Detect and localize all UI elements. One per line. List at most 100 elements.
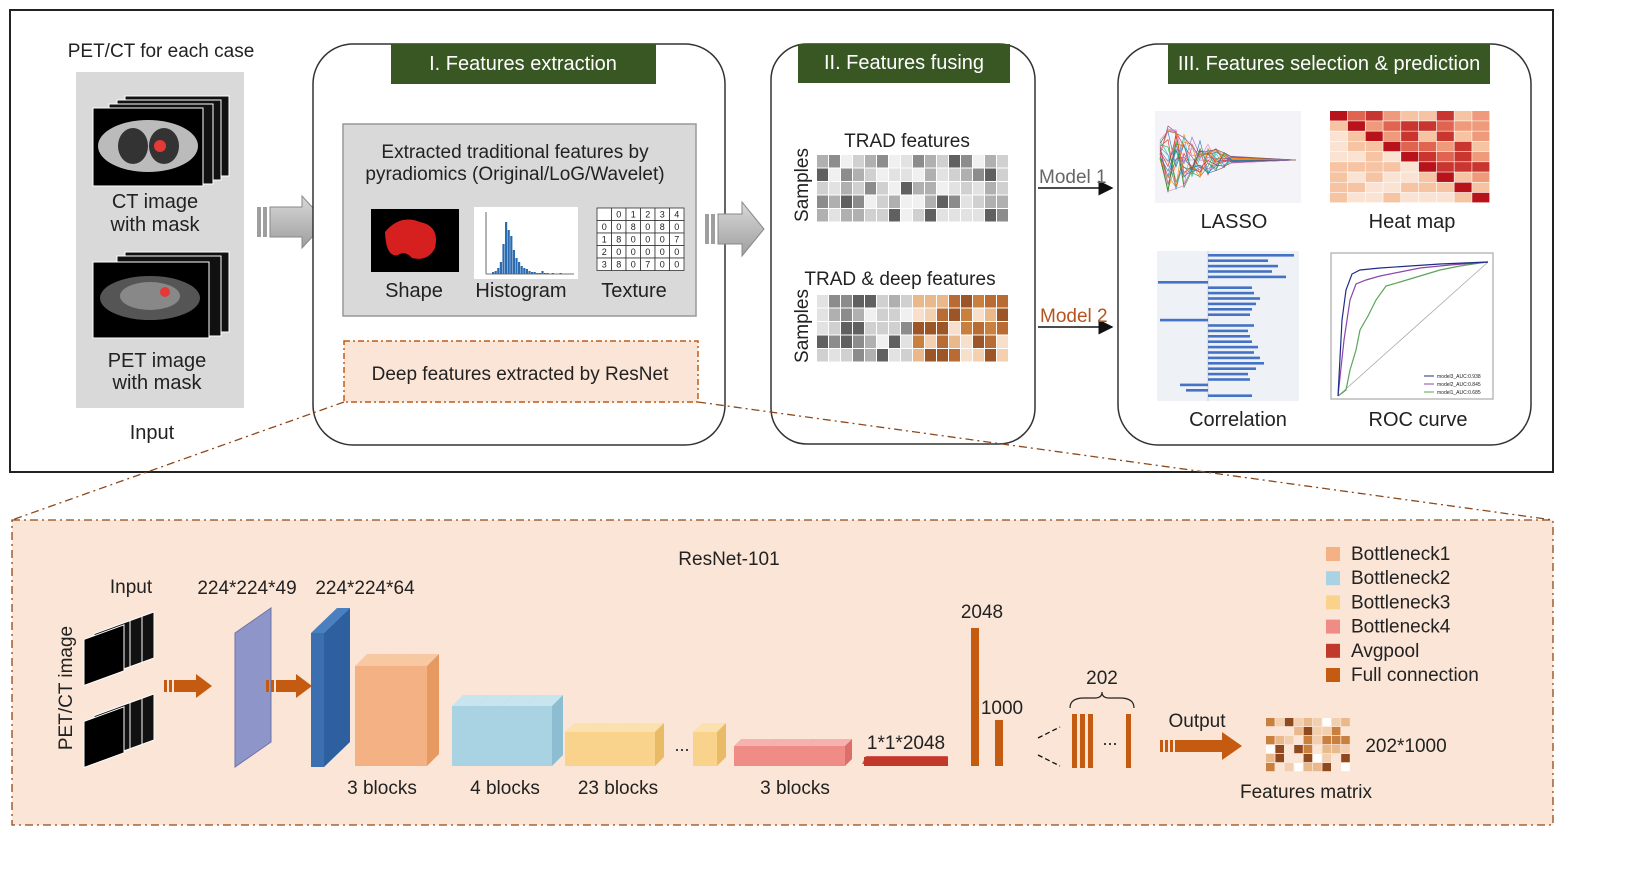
trad-grid-cell — [925, 182, 936, 195]
trad-grid-cell — [949, 168, 960, 181]
deep-grid-cell — [949, 295, 960, 308]
matrix-cell — [1266, 736, 1275, 745]
texture-label: Texture — [601, 280, 667, 302]
fc-1000-layer — [995, 720, 1003, 766]
texture-cell-value: 3 — [660, 210, 665, 220]
block-top-face — [527, 695, 563, 706]
deep-grid-cell — [901, 308, 912, 321]
heatmap-cell — [1330, 182, 1348, 193]
selection-title: III. Features selection & prediction — [1178, 53, 1480, 75]
heatmap-cell — [1454, 192, 1472, 203]
matrix-cell — [1313, 754, 1322, 763]
trad-grid-cell — [949, 209, 960, 222]
correlation-bar — [1208, 254, 1294, 257]
matrix-cell — [1322, 754, 1331, 763]
trad-grid-cell — [913, 209, 924, 222]
heatmap-cell — [1472, 141, 1490, 152]
resnet-input-label: Input — [110, 577, 153, 598]
correlation-label: Correlation — [1189, 409, 1287, 431]
heatmap-cell — [1365, 182, 1383, 193]
trad-grid-cell — [949, 182, 960, 195]
heatmap-cell — [1418, 151, 1437, 162]
trad-grid-cell — [973, 209, 984, 222]
deep-grid-cell — [889, 349, 900, 362]
trad-grid-cell — [937, 168, 948, 181]
deep-grid-cell — [865, 308, 876, 321]
correlation-bar — [1180, 383, 1208, 387]
samples-label-2: Samples — [792, 289, 813, 363]
trad-grid-cell — [973, 195, 984, 208]
trad-grid-cell — [841, 182, 852, 195]
lasso-path — [1159, 130, 1297, 179]
matrix-cell — [1294, 763, 1303, 772]
heatmap-cell — [1401, 141, 1419, 152]
fusing-title: II. Features fusing — [824, 52, 984, 74]
trad-grid-cell — [973, 168, 984, 181]
histogram-bar — [538, 273, 541, 274]
correlation-bar — [1208, 329, 1248, 333]
heatmap-cell — [1418, 121, 1437, 131]
matrix-cell — [1331, 745, 1341, 754]
trad-grid-cell — [937, 182, 948, 195]
matrix-cell — [1303, 745, 1313, 754]
block-top-face — [808, 739, 852, 746]
texture-cell-value: 2 — [645, 210, 650, 220]
heatmap-cell — [1330, 121, 1348, 131]
legend-swatch — [1326, 619, 1340, 634]
texture-cell-value: 4 — [674, 210, 679, 220]
texture-cell-value: 0 — [674, 247, 679, 257]
heatmap-cell — [1418, 192, 1437, 203]
ct-label-line2: with mask — [110, 214, 201, 236]
heatmap-cell — [1365, 121, 1383, 131]
fc1-label: 2048 — [961, 602, 1003, 623]
trad-grid-cell — [889, 182, 900, 195]
heatmap-cell — [1330, 151, 1348, 162]
legend-swatch — [1326, 571, 1340, 586]
deep-grid-cell — [829, 335, 840, 348]
trad-features-title: TRAD features — [844, 131, 970, 152]
resnet-input-stack-pet — [83, 693, 155, 769]
deep-grid-cell — [925, 349, 936, 362]
heatmap-cell — [1365, 141, 1383, 152]
trad-grid-cell — [997, 209, 1008, 222]
deep-grid-cell — [973, 295, 984, 308]
block-side-face — [427, 654, 439, 766]
model1-label: Model 1 — [1039, 167, 1107, 188]
histogram-bar — [546, 273, 549, 274]
heatmap-cell — [1401, 182, 1419, 193]
deep-features-box — [343, 340, 699, 403]
input-label: Input — [130, 422, 175, 444]
extraction-title-bar — [391, 44, 656, 84]
correlation-bar — [1158, 281, 1208, 284]
heatmap-cell — [1330, 131, 1348, 142]
histogram-bar — [518, 262, 521, 274]
connector-left — [11, 401, 345, 521]
deep-grid-cell — [865, 322, 876, 335]
samples-label-1: Samples — [792, 148, 813, 222]
correlation-bar — [1208, 345, 1258, 349]
deep-grid-cell — [913, 335, 924, 348]
deep-grid-cell — [925, 335, 936, 348]
deep-grid-cell — [877, 322, 888, 335]
fc-202-group — [1069, 691, 1135, 768]
correlation-bar — [1208, 394, 1252, 397]
trad-features-grid — [817, 155, 1008, 222]
correlation-bar — [1208, 324, 1254, 327]
matrix-cell — [1341, 763, 1350, 772]
deep-grid-cell — [853, 308, 864, 321]
heatmap-cell — [1418, 172, 1437, 182]
selection-title-bar — [1168, 44, 1490, 84]
correlation-bar — [1208, 335, 1250, 338]
histogram-bar — [502, 244, 505, 274]
heatmap-cell — [1454, 141, 1472, 152]
texture-cell-value: 0 — [631, 247, 636, 257]
deep-grid-cell — [961, 308, 972, 321]
trad-grid-cell — [901, 155, 912, 168]
correlation-bar — [1208, 270, 1272, 273]
deep-grid-cell — [901, 295, 912, 308]
heatmap-cell — [1383, 192, 1401, 203]
roc-legend-3: model1_AUC:0.685 — [1437, 390, 1481, 396]
trad-grid-cell — [817, 182, 828, 195]
features-matrix — [1266, 718, 1350, 772]
roc-plot: model3_AUC:0.938 model2_AUC:0.845 model1… — [1330, 252, 1494, 400]
